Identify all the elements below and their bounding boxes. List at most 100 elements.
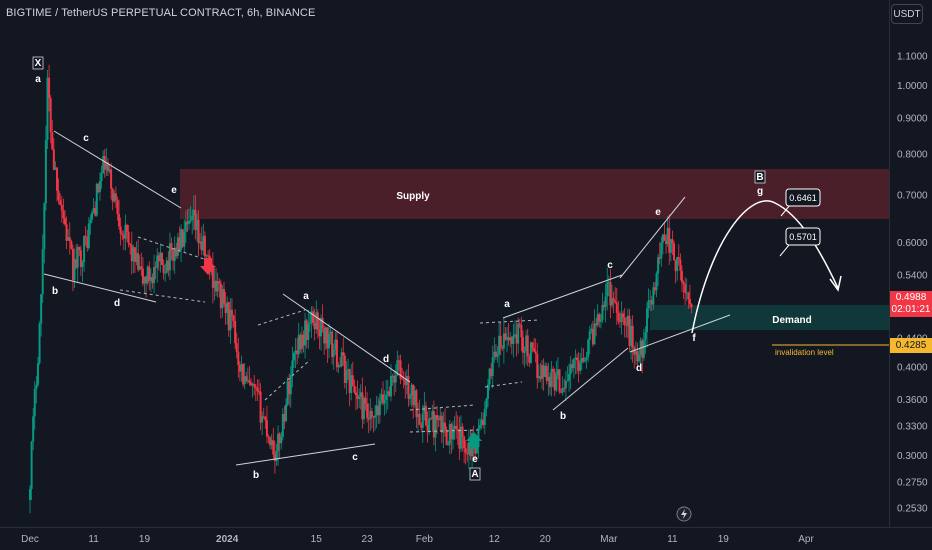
candle-body	[261, 416, 264, 423]
candle-body	[68, 237, 71, 242]
wave-label: a	[303, 291, 309, 302]
candle-body	[531, 342, 534, 349]
candle-body	[149, 277, 152, 281]
candle-body	[354, 392, 357, 396]
candle-body	[130, 245, 133, 262]
candle-body	[561, 387, 564, 393]
wave-label: g	[757, 186, 763, 197]
candle-body	[78, 247, 81, 251]
candle-body	[337, 364, 340, 368]
candle-body	[113, 193, 116, 202]
candle-body	[504, 333, 507, 340]
candle-body	[60, 204, 63, 211]
candle-body	[607, 281, 610, 283]
candle-body	[591, 328, 594, 345]
candle-body	[593, 323, 596, 345]
candle-body	[86, 237, 89, 248]
countdown: 02:01:21	[891, 304, 931, 315]
candle-body	[170, 243, 173, 251]
candle-body	[135, 253, 138, 262]
candle-body	[673, 243, 676, 261]
candle-body	[286, 381, 289, 405]
candle-body	[564, 380, 567, 389]
wave-label: A	[471, 469, 478, 480]
candle-body	[461, 426, 464, 437]
candle-body	[332, 349, 335, 357]
candle-body	[506, 337, 509, 340]
candle-body	[569, 364, 572, 375]
candle-body	[453, 425, 456, 429]
candle-body	[345, 370, 348, 384]
candle-body	[157, 255, 160, 262]
x-tick-label: 20	[540, 534, 552, 545]
candle-body	[451, 428, 454, 440]
candle-body	[690, 304, 693, 308]
candle-body	[563, 387, 566, 389]
x-axis: Dec 11 19 2024 15 23 Feb 12 20 Mar 11 19 Apr	[21, 534, 814, 545]
candle-body	[339, 364, 342, 367]
candle-body	[40, 294, 43, 324]
forecast-arc	[691, 200, 839, 334]
trendline-dashed-5	[409, 404, 476, 411]
candle-body	[547, 376, 550, 382]
candle-body	[334, 339, 337, 350]
candle-body	[285, 404, 288, 422]
candle-body	[536, 353, 539, 378]
candle-body	[601, 304, 604, 321]
candle-body	[386, 391, 389, 395]
candle-body	[348, 369, 351, 393]
candle-body	[618, 320, 621, 323]
candle-body	[343, 355, 346, 384]
candle-body	[248, 380, 251, 383]
candle-body	[33, 388, 36, 417]
candle-body	[172, 250, 175, 261]
candle-body	[326, 327, 329, 349]
candle-body	[515, 334, 518, 344]
candle-body	[205, 255, 208, 257]
currency-button[interactable]: USDT	[891, 4, 923, 24]
candle-body	[275, 451, 278, 461]
candle-body	[595, 323, 598, 326]
x-tick-label: 11	[667, 534, 678, 545]
candle-body	[402, 379, 405, 381]
candle-body	[385, 394, 388, 401]
candle-body	[141, 268, 144, 284]
candle-body	[502, 333, 505, 349]
candle-body	[230, 309, 233, 316]
candle-body	[59, 200, 62, 205]
candle-body	[145, 276, 148, 284]
candle-body	[529, 342, 532, 363]
candle-body	[626, 315, 629, 326]
candle-body	[389, 375, 392, 397]
y-tick-label: 0.2750	[897, 478, 928, 489]
candle-body	[598, 314, 601, 322]
candle-body	[219, 283, 222, 309]
candle-body	[159, 252, 162, 262]
bolt-icon-glyph	[681, 509, 687, 519]
y-tick-label: 0.3600	[897, 395, 928, 406]
candle-body	[410, 384, 413, 396]
candle-body	[553, 371, 556, 391]
candle-body	[327, 333, 330, 349]
candle-body	[165, 260, 168, 273]
candle-body	[207, 255, 210, 257]
candle-body	[315, 312, 318, 330]
candle-body	[211, 264, 214, 288]
candle-body	[480, 419, 483, 426]
candle-body	[405, 376, 408, 386]
wave-label: d	[383, 354, 389, 365]
wave-label: a	[504, 299, 510, 310]
candle-body	[121, 233, 124, 236]
candle-body	[475, 447, 478, 454]
candle-body	[197, 219, 200, 244]
candle-body	[269, 437, 272, 446]
y-tick-label: 1.1000	[897, 52, 928, 63]
candle-body	[313, 323, 316, 330]
candle-body	[534, 351, 537, 354]
candle-body	[518, 323, 521, 325]
candle-body	[415, 390, 418, 417]
x-tick-label: 15	[311, 534, 323, 545]
candle-body	[493, 351, 496, 358]
candle-body	[49, 98, 52, 133]
candle-body	[76, 247, 79, 268]
